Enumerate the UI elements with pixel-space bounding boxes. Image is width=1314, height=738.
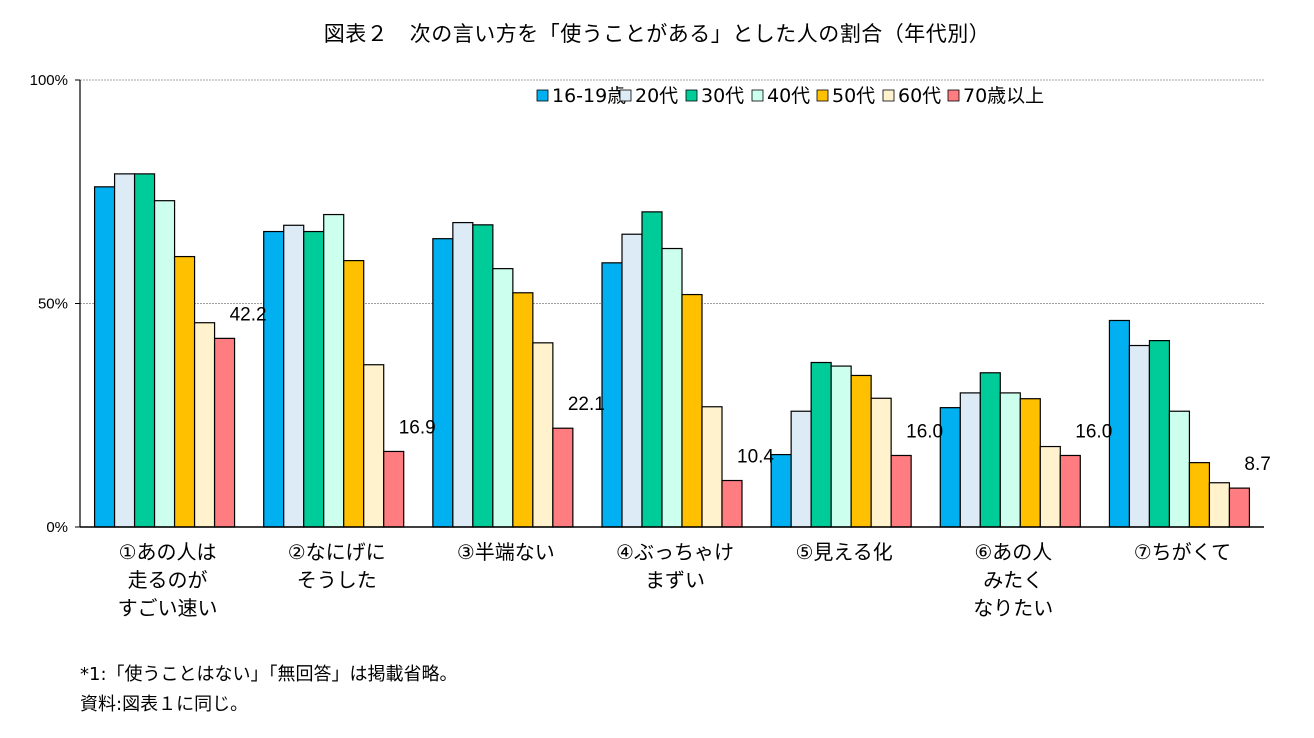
chart-title: 図表２ 次の言い方を「使うことがある」とした人の割合（年代別） <box>323 22 991 46</box>
bar <box>323 213 345 528</box>
x-tick-label: ④ぶっちゃけ <box>616 540 734 564</box>
legend-swatch <box>882 89 895 102</box>
x-tick-label: ⑤見える化 <box>795 540 892 564</box>
bar <box>1019 398 1041 528</box>
y-tick-label: 100% <box>30 72 68 89</box>
bar <box>959 392 981 528</box>
bar <box>641 211 663 528</box>
data-label: 16.0 <box>1075 421 1112 442</box>
bar <box>1228 487 1251 528</box>
legend-label: 50代 <box>832 85 875 107</box>
legend-label: 30代 <box>701 85 744 107</box>
bar <box>193 322 216 528</box>
legend-label: 60代 <box>898 85 941 107</box>
bar <box>830 365 852 528</box>
bar <box>363 364 385 528</box>
bar <box>681 293 703 528</box>
bar <box>93 186 116 528</box>
bar <box>979 372 1001 528</box>
bar <box>1128 344 1151 528</box>
legend-label: 70歳以上 <box>963 85 1044 107</box>
x-tick-label: ⑦ちがくて <box>1134 540 1231 564</box>
bar <box>721 479 743 528</box>
bar <box>432 238 454 528</box>
legend-label: 16-19歳 <box>552 85 626 107</box>
footnote-omitted: *1:「使うことはない」「無回答」は掲載省略。 <box>80 664 458 685</box>
legend-label: 20代 <box>635 85 678 107</box>
bar <box>452 221 474 528</box>
legend-swatch <box>816 89 829 102</box>
bar <box>512 292 534 528</box>
bar <box>999 392 1021 528</box>
bar <box>113 173 136 528</box>
bar <box>701 406 723 528</box>
data-label: 42.2 <box>230 304 267 325</box>
footnotes: *1:「使うことはない」「無回答」は掲載省略。 資料:図表１に同じ。 <box>80 660 458 720</box>
bar <box>552 427 574 528</box>
bar <box>532 342 554 528</box>
bar <box>213 337 236 528</box>
bar <box>472 224 494 528</box>
x-tick-label: なりたい <box>973 596 1053 620</box>
bar <box>1059 454 1081 528</box>
bar <box>1188 462 1211 528</box>
y-axis-ticks: 0% 50% 100% <box>30 72 80 536</box>
bar <box>1039 445 1061 528</box>
data-label: 16.9 <box>399 417 436 438</box>
bar <box>492 268 514 528</box>
bar <box>770 453 792 528</box>
bar <box>661 247 683 528</box>
bar <box>870 397 892 528</box>
bar <box>1168 410 1191 528</box>
data-labels: 42.2 16.9 22.1 10.4 16.0 16.0 8.7 <box>230 304 1271 475</box>
legend-swatch <box>619 89 632 102</box>
x-tick-label: まずい <box>645 568 705 592</box>
bar <box>1108 319 1131 528</box>
bar <box>890 454 912 528</box>
bar <box>1208 482 1231 528</box>
bar <box>173 255 196 528</box>
bar <box>850 374 872 528</box>
bar <box>1148 340 1171 528</box>
legend-label: 40代 <box>767 85 810 107</box>
y-tick-label: 50% <box>38 296 68 313</box>
legend-swatch <box>947 89 960 102</box>
bar <box>303 230 325 528</box>
x-tick-label: ③半端ない <box>457 540 555 564</box>
legend-swatch <box>536 89 549 102</box>
bars <box>93 173 1251 528</box>
legend-swatch <box>685 89 698 102</box>
x-tick-label: ⑥あの人 <box>974 540 1052 564</box>
bar <box>133 173 156 528</box>
bar <box>810 361 832 528</box>
axes <box>79 80 1264 528</box>
bar <box>601 262 623 528</box>
x-tick-label: みたく <box>983 568 1043 592</box>
bar <box>790 410 812 528</box>
bar <box>939 407 961 528</box>
data-label: 16.0 <box>906 421 943 442</box>
x-tick-label: すごい速い <box>118 596 218 620</box>
bar <box>283 224 305 528</box>
data-label: 8.7 <box>1244 454 1270 475</box>
footnote-source: 資料:図表１に同じ。 <box>80 694 249 715</box>
data-label: 10.4 <box>737 447 774 468</box>
x-tick-label: ①あの人は <box>119 540 217 564</box>
bar <box>383 450 405 528</box>
x-tick-label: 走るのが <box>128 568 208 592</box>
x-tick-label: ②なにげに <box>288 540 386 564</box>
legend-swatch <box>751 89 764 102</box>
data-label: 22.1 <box>568 394 605 415</box>
bar <box>343 259 365 528</box>
legend: 16-19歳 20代 30代 40代 50代 60代 70歳以上 <box>536 85 1044 107</box>
y-tick-label: 0% <box>46 519 68 536</box>
bar <box>263 230 285 528</box>
bar <box>621 233 643 528</box>
x-tick-label: そうした <box>297 568 377 592</box>
bar <box>153 200 176 528</box>
